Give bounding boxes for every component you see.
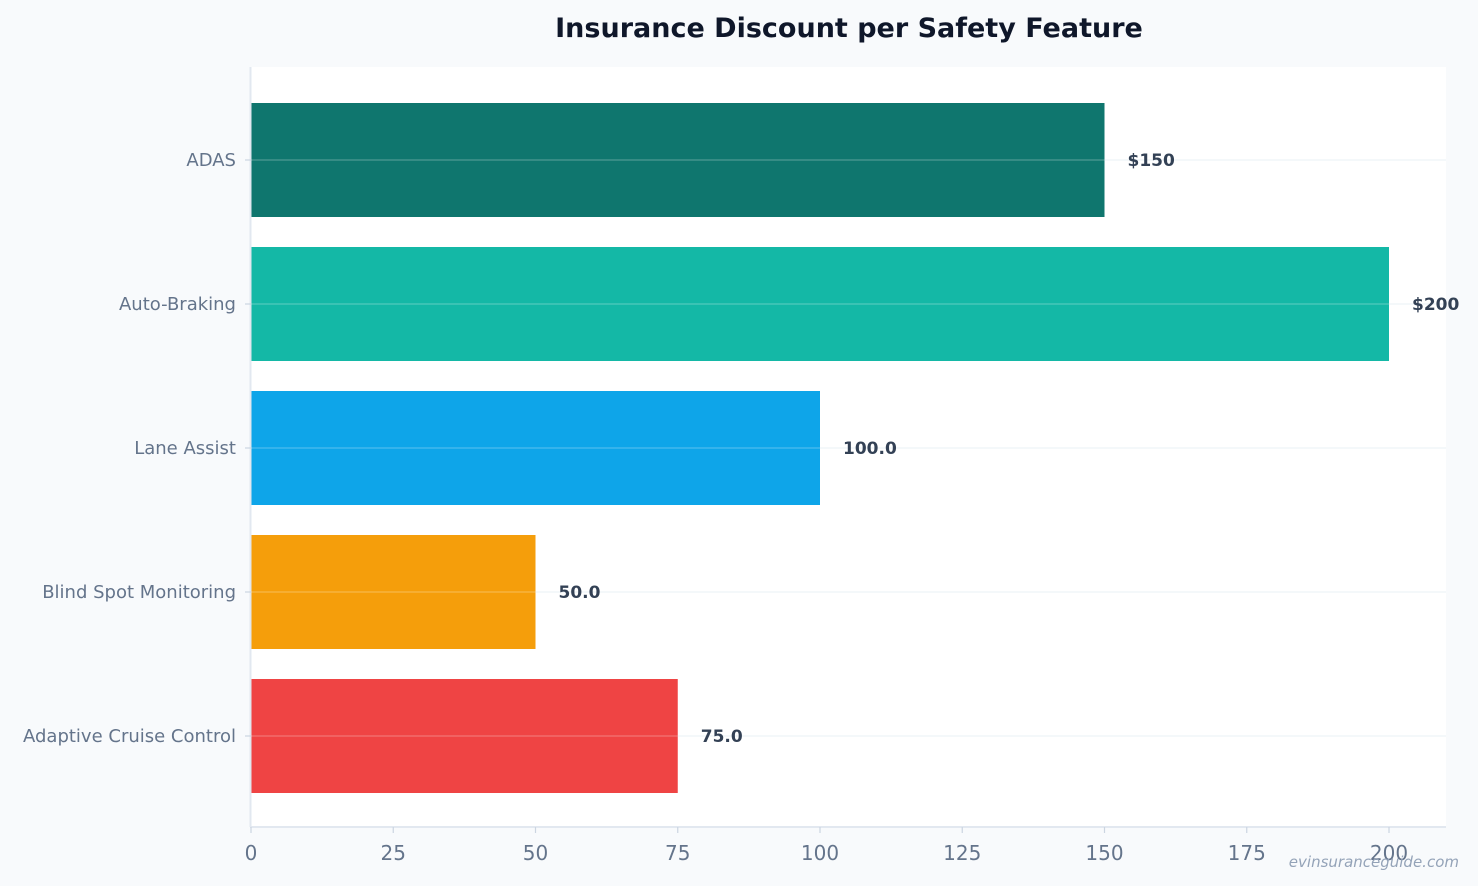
bar	[251, 391, 820, 505]
x-tick-label: 75	[665, 841, 690, 865]
category-label: Blind Spot Monitoring	[42, 582, 236, 603]
category-label: Adaptive Cruise Control	[23, 726, 236, 747]
category-label: ADAS	[186, 150, 236, 171]
value-label: 100.0	[843, 439, 897, 459]
x-tick-label: 200	[1370, 841, 1408, 865]
x-tick-label: 125	[943, 841, 981, 865]
x-tick-label: 175	[1228, 841, 1266, 865]
value-label: $150	[1128, 151, 1175, 171]
labels: $150 $200 100.0 50.0 75.0 ADAS Auto-Braking Lan…	[23, 150, 1460, 865]
bar	[251, 103, 1105, 217]
bar	[251, 679, 678, 793]
category-label: Auto-Braking	[119, 294, 236, 315]
chart-title: Insurance Discount per Safety Feature	[555, 13, 1143, 44]
value-label: 75.0	[701, 727, 743, 747]
bar	[251, 535, 536, 649]
watermark: evinsuranceguide.com	[1289, 853, 1459, 871]
bars	[251, 103, 1389, 793]
axes	[245, 67, 1446, 833]
bar	[251, 247, 1389, 361]
x-tick-label: 25	[381, 841, 406, 865]
value-label: $200	[1412, 295, 1459, 315]
x-tick-label: 150	[1085, 841, 1123, 865]
x-tick-label: 100	[801, 841, 839, 865]
x-tick-label: 0	[245, 841, 258, 865]
x-tick-label: 50	[523, 841, 548, 865]
value-label: 50.0	[559, 583, 601, 603]
category-label: Lane Assist	[134, 438, 236, 459]
